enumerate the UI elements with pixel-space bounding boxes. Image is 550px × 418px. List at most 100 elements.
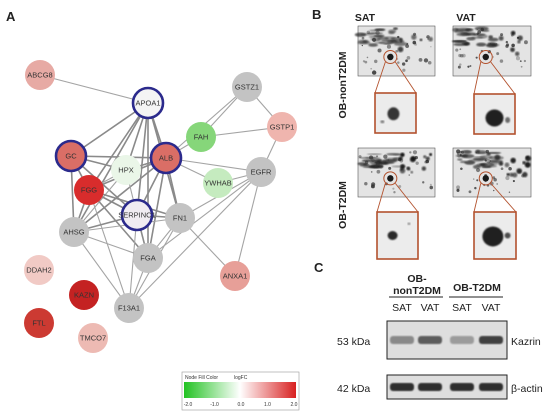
network-edge	[73, 102, 149, 233]
node-label: APOA1	[135, 99, 160, 108]
network-edge	[234, 171, 262, 277]
network-node-hpx[interactable]: HPX	[111, 155, 141, 185]
network-node-gstp1[interactable]: GSTP1	[267, 112, 297, 142]
network-node-egfr[interactable]: EGFR	[246, 157, 276, 187]
network-edge	[73, 157, 167, 233]
node-label: FAH	[194, 133, 209, 142]
node-label: ANXA1	[223, 272, 248, 281]
network-edge	[88, 189, 149, 259]
gel-image	[354, 25, 436, 77]
network-node-abcg8[interactable]: ABCG8	[25, 60, 55, 90]
node-label: FTL	[32, 319, 45, 328]
gel-image	[357, 147, 436, 198]
network-node-gc[interactable]: GC	[54, 139, 88, 173]
network-node-gstz1[interactable]: GSTZ1	[232, 72, 262, 102]
node-circle	[203, 168, 233, 198]
node-label: EGFR	[251, 168, 272, 177]
gel-col-header-sat: SAT	[355, 12, 376, 24]
node-label: GSTZ1	[235, 83, 259, 92]
network-node-ywhab[interactable]: YWHAB	[203, 168, 233, 198]
wb-blot-actin	[386, 374, 508, 400]
gel-row-label-t2dm: OB-T2DM	[337, 181, 349, 229]
legend-tick: -2.0	[184, 402, 193, 408]
node-circle	[25, 60, 55, 90]
node-label: FN1	[173, 214, 187, 223]
node-circle	[133, 243, 163, 273]
node-label: YWHAB	[204, 179, 232, 188]
network-node-f13a1[interactable]: F13A1	[114, 293, 144, 323]
gel-zoom-box	[473, 183, 517, 260]
node-circle	[59, 217, 89, 247]
node-label: GC	[65, 152, 77, 161]
panel-label-b: B	[312, 7, 321, 22]
wb-mw-kazrin: 53 kDa	[337, 336, 370, 348]
node-label: FGA	[140, 254, 155, 263]
network-edge	[39, 74, 149, 104]
node-label: F13A1	[118, 304, 140, 313]
network-node-alb[interactable]: ALB	[149, 141, 183, 175]
network-node-serpinc1[interactable]: SERPINC1	[118, 198, 156, 232]
node-circle	[54, 139, 88, 173]
gel-zoom-box	[473, 61, 516, 135]
node-label: SERPINC1	[118, 211, 156, 220]
node-label: ABCG8	[27, 71, 52, 80]
network-node-fah[interactable]: FAH	[186, 122, 216, 152]
wb-band	[390, 336, 414, 344]
gel-col-header-vat: VAT	[456, 12, 476, 24]
wb-band	[450, 383, 474, 391]
legend-tick: -1.0	[210, 402, 219, 408]
node-circle	[69, 280, 99, 310]
node-circle	[186, 122, 216, 152]
network-nodes: ABCG8 APOA1 FAH GSTZ1 GSTP1 GC ALB HPX YWHAB EGFR…	[24, 60, 297, 353]
network-node-ftl[interactable]: FTL	[24, 308, 54, 338]
network-node-tmco7[interactable]: TMCO7	[78, 323, 108, 353]
protein-network: ABCG8 APOA1 FAH GSTZ1 GSTP1 GC ALB HPX YWHAB EGFR…	[24, 60, 297, 353]
network-node-fga[interactable]: FGA	[133, 243, 163, 273]
wb-group-nontd-line1: OB-	[407, 273, 427, 285]
network-edge	[165, 86, 248, 159]
gel-images	[354, 25, 532, 260]
wb-band	[450, 336, 474, 344]
legend-tick: 2.0	[291, 402, 298, 408]
network-edge	[136, 102, 149, 216]
network-node-fn1[interactable]: FN1	[165, 203, 195, 233]
node-circle	[246, 157, 276, 187]
node-circle	[114, 293, 144, 323]
wb-group-t2dm: OB-T2DM	[453, 282, 501, 294]
network-node-ddah2[interactable]: DDAH2	[24, 255, 54, 285]
logfc-legend: Node Fill Color logFC -2.0 -1.0 0.0 1.0 2.0	[181, 371, 300, 411]
wb-mw-actin: 42 kDa	[337, 383, 370, 395]
network-node-kazn[interactable]: KAZN	[69, 280, 99, 310]
node-label: AHSG	[63, 228, 84, 237]
network-edge	[147, 171, 262, 259]
network-node-anxa1[interactable]: ANXA1	[220, 261, 250, 291]
wb-band	[390, 383, 414, 391]
legend-ticks: -2.0 -1.0 0.0 1.0 2.0	[184, 402, 298, 408]
node-circle	[120, 198, 154, 232]
network-edge	[147, 157, 167, 259]
panel-label-c: C	[314, 260, 324, 275]
wb-lane-3: SAT	[452, 302, 472, 314]
node-circle	[232, 72, 262, 102]
network-node-fgg[interactable]: FGG	[74, 175, 104, 205]
node-circle	[24, 308, 54, 338]
node-circle	[74, 175, 104, 205]
node-label: ALB	[159, 154, 173, 163]
node-label: DDAH2	[26, 266, 51, 275]
node-label: FGG	[81, 186, 97, 195]
wb-blots	[386, 320, 508, 400]
node-circle	[111, 155, 141, 185]
wb-band	[479, 383, 503, 391]
wb-lane-4: VAT	[482, 302, 501, 314]
wb-protein-actin: β-actin	[511, 383, 543, 395]
network-node-ahsg[interactable]: AHSG	[59, 217, 89, 247]
network-node-apoa1[interactable]: APOA1	[131, 86, 165, 120]
gel-panel: SAT VAT OB-nonT2DM OB-T2DM	[337, 12, 532, 260]
node-circle	[165, 203, 195, 233]
node-circle	[267, 112, 297, 142]
wb-lane-2: VAT	[421, 302, 440, 314]
node-label: HPX	[118, 166, 133, 175]
gel-zoom-box	[376, 183, 419, 260]
gel-image	[451, 25, 532, 77]
